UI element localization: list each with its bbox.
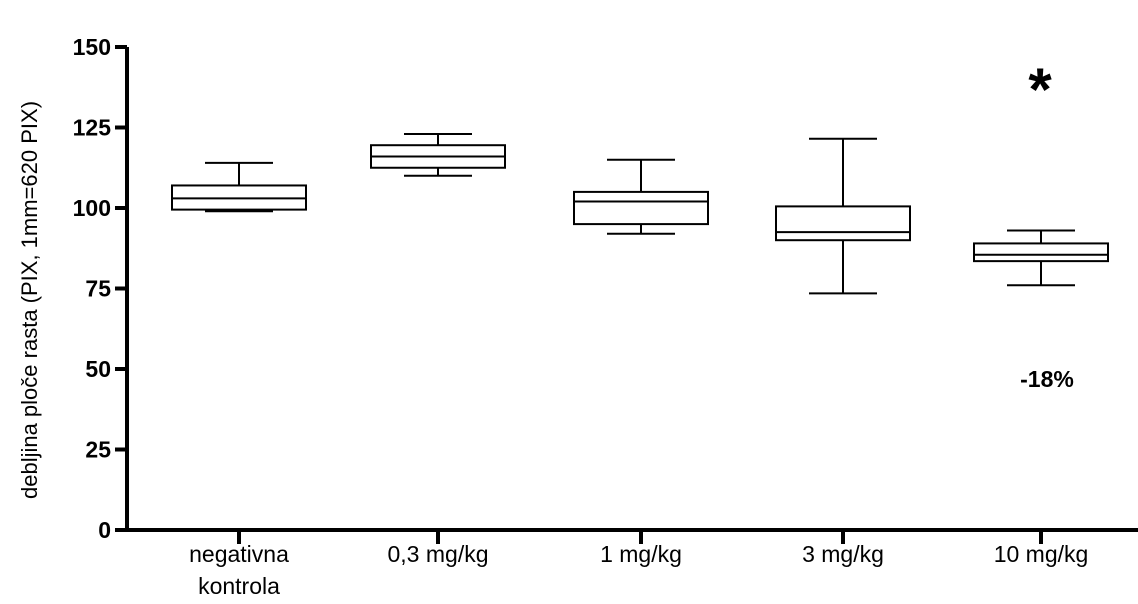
iqr-box [573, 190, 709, 226]
y-tick-label: 50 [85, 356, 111, 382]
y-ticks: 0 25 50 75 100 125 150 [73, 34, 127, 543]
box-plot-4 [775, 137, 911, 295]
y-tick-label: 25 [85, 437, 111, 463]
y-tick-label: 150 [73, 34, 111, 60]
x-ticks: negativna kontrola 0,3 mg/kg 1 mg/kg 3 mg/kg… [189, 530, 1088, 599]
axes [125, 47, 1138, 532]
y-tick-label: 125 [73, 115, 112, 141]
boxes [171, 132, 1109, 295]
box-plot-1 [171, 161, 307, 213]
y-axis-label-group: debljina ploče rasta (PIX, 1mm=620 PIX) [17, 101, 42, 499]
annotations: * -18% [1020, 56, 1074, 392]
y-tick-label: 0 [98, 517, 111, 543]
y-axis-label: debljina ploče rasta (PIX, 1mm=620 PIX) [17, 101, 42, 499]
x-tick-label: negativna [189, 541, 289, 567]
box-plot-3 [573, 158, 709, 235]
box-plot-2 [370, 132, 506, 177]
x-tick-label: 0,3 mg/kg [388, 541, 489, 567]
y-tick-label: 100 [73, 195, 111, 221]
x-tick-label: kontrola [198, 573, 280, 599]
x-tick-label: 1 mg/kg [600, 541, 682, 567]
significance-star: * [1028, 56, 1052, 123]
box-plot-5 [973, 229, 1109, 287]
x-tick-label: 3 mg/kg [802, 541, 884, 567]
percent-change-label: -18% [1020, 366, 1074, 392]
iqr-box [775, 205, 911, 242]
x-tick-label: 10 mg/kg [994, 541, 1089, 567]
iqr-box [973, 242, 1109, 263]
y-tick-label: 75 [85, 276, 111, 302]
